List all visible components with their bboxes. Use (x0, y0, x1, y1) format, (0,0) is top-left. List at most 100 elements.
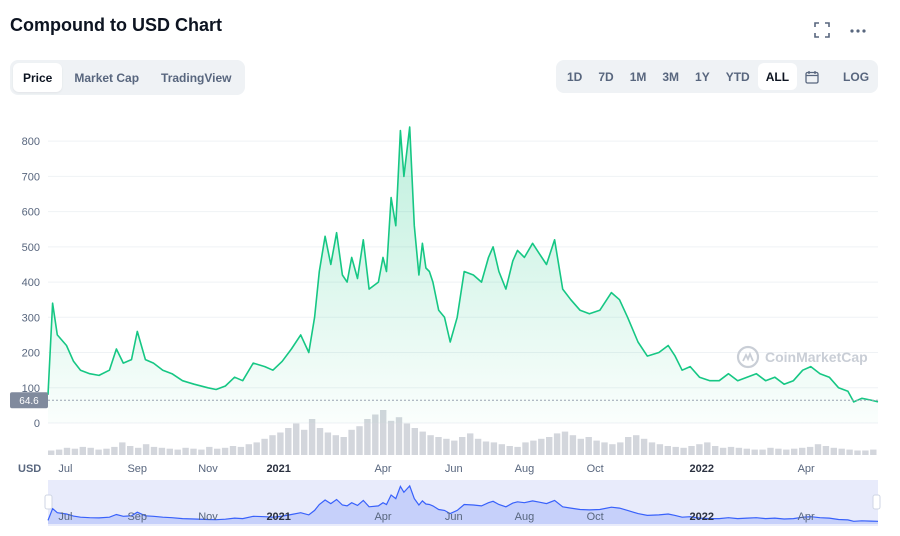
price-area (48, 127, 878, 423)
volume-bar (348, 429, 355, 455)
volume-bar (459, 437, 466, 455)
volume-bar (63, 447, 71, 455)
x-tick-label: Apr (374, 463, 391, 475)
chart-type-tabs: Price Market Cap TradingView (10, 60, 245, 95)
volume-bar (340, 437, 347, 455)
more-dots-icon[interactable] (848, 22, 868, 42)
volume-bar (838, 448, 845, 455)
volume-bar (356, 426, 363, 455)
volume-bar (799, 447, 806, 455)
volume-bar (854, 450, 861, 455)
volume-bar (395, 417, 403, 455)
volume-bar (648, 442, 656, 455)
x-tick-label: Aug (515, 463, 535, 475)
range-1m-button[interactable]: 1M (629, 69, 647, 84)
volume-bar (553, 433, 561, 455)
volume-bar (640, 438, 648, 455)
navigator-tick-label: Aug (515, 511, 535, 523)
volume-bar (308, 419, 316, 455)
log-scale-button[interactable]: LOG (843, 69, 870, 84)
volume-bar (55, 449, 63, 455)
volume-bar (862, 450, 869, 455)
volume-bar (221, 447, 229, 455)
volume-bar (198, 449, 205, 455)
range-3m-button[interactable]: 3M (662, 69, 680, 84)
volume-bar (150, 446, 158, 455)
volume-bar (514, 446, 521, 455)
volume-bar (546, 437, 553, 455)
navigator-tick-label: Oct (587, 511, 604, 523)
coinmarketcap-logo-icon (736, 345, 760, 369)
volume-bar (672, 446, 679, 455)
volume-bar (846, 449, 853, 455)
watermark: CoinMarketCap (736, 345, 868, 369)
y-tick-label: 700 (22, 171, 40, 183)
volume-bar (48, 450, 55, 455)
volume-bar (506, 446, 513, 455)
tab-market-cap[interactable]: Market Cap (74, 70, 140, 85)
navigator-tick-label: Jun (445, 511, 463, 523)
calendar-icon[interactable] (797, 63, 827, 90)
y-tick-label: 800 (22, 136, 40, 148)
volume-bar (783, 449, 790, 455)
tab-price[interactable]: Price (13, 63, 63, 92)
x-tick-label: Jul (58, 463, 72, 475)
volume-bar (253, 442, 260, 455)
navigator-left-handle[interactable] (44, 494, 53, 510)
navigator-right-handle[interactable] (872, 494, 881, 510)
volume-bar (95, 449, 102, 455)
navigator[interactable]: Jul Sep Nov 2021 Apr Jun Aug Oct 2022 Apr (44, 480, 881, 526)
volume-bar (316, 428, 324, 455)
current-price-label: 64.6 (19, 396, 39, 407)
currency-label: USD (18, 463, 41, 475)
x-tick-label: Apr (798, 463, 815, 475)
y-tick-label: 500 (22, 242, 40, 254)
range-all-button[interactable]: ALL (757, 63, 798, 90)
y-tick-label: 300 (22, 312, 40, 324)
volume-bar (419, 431, 426, 455)
x-tick-label: Nov (198, 463, 218, 475)
range-ytd-button[interactable]: YTD (725, 69, 750, 84)
x-tick-label: 2021 (266, 463, 290, 475)
volume-bar (206, 446, 213, 455)
volume-bar (561, 431, 569, 455)
range-7d-button[interactable]: 7D (598, 69, 614, 84)
expand-icon[interactable] (812, 22, 832, 42)
navigator-tick-label: Sep (127, 511, 147, 523)
volume-bar (79, 446, 86, 455)
volume-bar (727, 446, 735, 455)
price-chart[interactable]: 0 100 200 300 400 500 600 700 800 64.6 CoinMarke… (0, 100, 900, 536)
y-tick-label: 600 (22, 207, 40, 219)
volume-bar (87, 447, 94, 455)
volume-bar (601, 442, 608, 455)
navigator-x-axis: Jul Sep Nov 2021 Apr Jun Aug Oct 2022 Apr (58, 511, 815, 523)
range-1d-button[interactable]: 1D (567, 69, 583, 84)
navigator-tick-label: Apr (798, 511, 815, 523)
volume-bar (830, 447, 837, 455)
range-1y-button[interactable]: 1Y (695, 69, 710, 84)
x-tick-label: Oct (587, 463, 604, 475)
volume-bar (743, 448, 750, 455)
volume-bar (664, 446, 671, 455)
volume-bar (482, 441, 490, 455)
volume-bar (451, 440, 458, 455)
volume-bar (135, 447, 142, 455)
page-title: Compound to USD Chart (10, 15, 222, 35)
volume-bar (569, 435, 577, 455)
volume-bar (111, 446, 118, 455)
x-tick-label: Sep (127, 463, 147, 475)
volume-bar (490, 442, 498, 455)
time-range-selector: 1D 7D 1M 3M 1Y YTD ALL LOG (556, 60, 878, 93)
tab-tradingview[interactable]: TradingView (161, 70, 232, 85)
navigator-tick-label: Nov (198, 511, 218, 523)
volume-bar (467, 433, 474, 455)
volume-bar (71, 448, 79, 455)
volume-bar (712, 446, 719, 455)
volume-bar (174, 449, 181, 455)
volume-bar (735, 447, 743, 455)
navigator-tick-label: 2022 (690, 511, 714, 523)
volume-bar (127, 446, 134, 455)
volume-bar (822, 446, 830, 455)
x-tick-label: Jun (445, 463, 463, 475)
volume-bar (680, 447, 687, 455)
